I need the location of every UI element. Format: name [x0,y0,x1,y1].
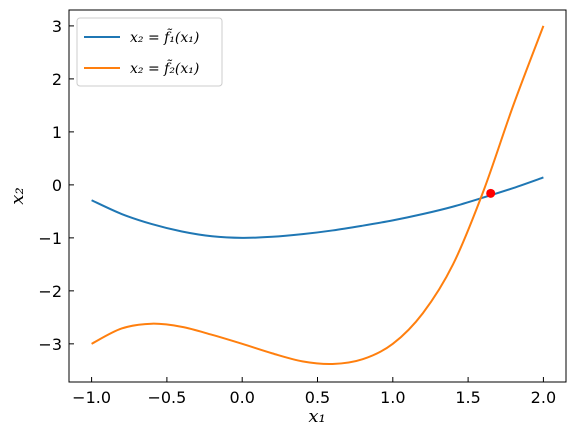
y-tick-label: 1 [52,123,62,142]
series-line-1 [91,176,544,239]
x-ticks: −1.0 −0.5 0.0 0.5 1.0 1.5 2.0 [72,377,556,407]
legend-label-f2: x₂ = f̃₂(x₁) [130,59,199,77]
x-tick-label: 2.0 [531,388,556,407]
y-tick-label: −2 [38,282,62,301]
x-tick-label: −0.5 [147,388,186,407]
y-tick-label: 3 [52,17,62,36]
x-tick-label: 0.5 [305,388,330,407]
x-tick-label: −1.0 [72,388,111,407]
y-tick-label: −3 [38,335,62,354]
points-layer [486,188,496,198]
x-tick-label: 1.0 [380,388,405,407]
legend: x₂ = f̃₁(x₁) x₂ = f̃₂(x₁) [76,17,223,87]
y-ticks: −3 −2 −1 0 1 2 3 [38,17,74,354]
y-tick-label: −1 [38,229,62,248]
x-tick-label: 0.0 [229,388,254,407]
legend-label-f1: x₂ = f̃₁(x₁) [130,28,199,46]
series-layer [91,25,545,366]
y-axis-label: x₂ [7,187,28,204]
y-tick-label: 0 [52,176,62,195]
intersection-point [486,188,496,198]
series-line-2 [91,25,545,366]
x-tick-label: 1.5 [455,388,480,407]
x-axis-label: x₁ [308,406,325,427]
y-tick-label: 2 [52,70,62,89]
